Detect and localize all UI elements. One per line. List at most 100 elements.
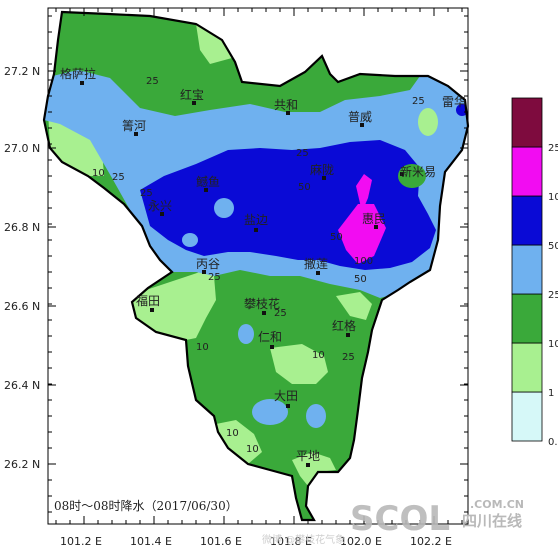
contour-label: 25: [112, 172, 125, 183]
station-jinghe: 箐河: [122, 119, 146, 136]
map-frame: [47, 7, 469, 525]
lat-tick-label: 26.2 N: [4, 458, 40, 471]
station-yongxing: 永兴: [148, 199, 172, 216]
station-ganyu: 鳡鱼: [196, 175, 220, 192]
contour-labels: 25 25 25 50 25 25 10 25 50 100 50 25 10 …: [92, 76, 425, 455]
station-yanbian: 盐边: [244, 213, 268, 232]
lon-tick-label: 101.2 E: [60, 535, 102, 548]
watermark-domain: .COM.CN: [470, 498, 524, 511]
station-salian: 撒莲: [304, 256, 328, 275]
fill-100-250-huimin: [338, 204, 386, 264]
station-gonghe: 共和: [274, 98, 298, 115]
station-puwei: 普威: [348, 110, 372, 127]
fill-1-10-pingdi: [292, 452, 336, 486]
precipitation-fill: [44, 12, 468, 520]
station-label: 丙谷: [196, 257, 220, 271]
station-hongge: 红格: [332, 318, 356, 337]
contour-label: 50: [298, 182, 311, 193]
station-label: 盐边: [244, 213, 268, 227]
legend-swatch: [511, 195, 543, 246]
station-futian: 福田: [136, 293, 160, 312]
station-binggu: 丙谷: [196, 257, 220, 274]
station-label: 攀枝花: [244, 296, 280, 311]
contour-label: 10: [196, 342, 209, 353]
station-label: 共和: [274, 98, 298, 112]
lon-tick-label: 101.4 E: [130, 535, 172, 548]
station-renhe: 仁和: [258, 330, 282, 349]
contour-label: 25: [208, 272, 221, 283]
station-label: 麻陇: [310, 162, 334, 177]
station-hongbao: 红宝: [180, 87, 204, 105]
fill-1-10-south: [216, 420, 262, 464]
contour-label: 25: [274, 308, 287, 319]
contour-label: 25: [412, 96, 425, 107]
station-huimin: 惠民: [362, 212, 386, 229]
fill-25-50-datian-blob: [252, 399, 288, 425]
contour-label: 25: [140, 188, 153, 199]
lon-tick-label: 101.8 E: [270, 535, 312, 548]
station-datian: 大田: [274, 389, 298, 408]
station-label: 永兴: [148, 199, 172, 213]
fill-1-10-southeast: [336, 292, 372, 320]
watermark-scol: SCOL: [350, 499, 450, 539]
station-label: 平地: [296, 449, 320, 463]
station-xinmiyi: 新米易: [400, 164, 436, 179]
contour-label: 25: [146, 76, 159, 87]
station-pingdi: 平地: [296, 449, 320, 467]
legend-level-label: 0.1: [548, 437, 558, 448]
contour-label: 50: [330, 232, 343, 243]
legend-swatch: [511, 293, 543, 344]
station-gesala: 格萨拉: [60, 66, 96, 85]
map-caption: 08时～08时降水（2017/06/30）: [54, 499, 238, 513]
station-label: 仁和: [258, 330, 282, 344]
legend-level-label: 50: [548, 241, 558, 252]
region-boundary: [42, 10, 470, 522]
stations: 格萨拉 红宝 共和 箐河 普威 鳡鱼 麻陇 新米易: [60, 66, 466, 467]
fill-25-50-hole: [214, 198, 234, 218]
watermark-cn: 四川在线: [462, 512, 522, 530]
legend-level-label: 250: [548, 143, 558, 154]
station-label: 格萨拉: [60, 66, 96, 81]
fill-25-50-renhe-blob: [238, 324, 254, 344]
legend-swatch: [511, 391, 543, 442]
legend-colorbar: 0.1 1 10 25 50 100 250: [511, 97, 558, 448]
fill-1-10-southwest: [132, 272, 216, 340]
lon-tick-label: 102.2 E: [410, 535, 452, 548]
contour-label: 25: [342, 352, 355, 363]
contour-label: 10: [312, 350, 325, 361]
station-label: 雷华: [442, 95, 466, 109]
legend-level-label: 100: [548, 192, 558, 203]
station-label: 大田: [274, 389, 298, 403]
lon-tick-label: 101.6 E: [200, 535, 242, 548]
lon-tick-labels: 101.2 E 101.4 E 101.6 E 101.8 E 102.0 E …: [60, 535, 452, 548]
fill-25-50-datian-east-blob: [306, 404, 326, 428]
legend-level-label: 25: [548, 290, 558, 301]
legend-swatch: [511, 244, 543, 295]
station-malong: 麻陇: [310, 162, 334, 180]
axis-ticks: [48, 8, 468, 524]
legend-level-label: 10: [548, 339, 558, 350]
contour-label: 100: [354, 256, 373, 267]
fill-25-50-hole2: [182, 233, 198, 247]
station-label: 箐河: [122, 119, 146, 133]
fill-100-250-north: [356, 174, 372, 212]
station-label: 福田: [136, 293, 160, 308]
fill-1-10-ne-spot: [418, 108, 438, 136]
fill-1-10-top: [196, 24, 232, 64]
station-label: 红格: [332, 318, 356, 333]
station-panzhihua: 攀枝花: [244, 296, 280, 315]
lat-tick-label: 26.6 N: [4, 300, 40, 313]
fill-10-25-xinmiyi: [398, 164, 426, 188]
lat-tick-label: 26.4 N: [4, 379, 40, 392]
legend-swatch: [511, 146, 543, 197]
lat-tick-labels: 27.2 N 27.0 N 26.8 N 26.6 N 26.4 N 26.2 …: [4, 65, 40, 471]
station-label: 新米易: [400, 164, 436, 179]
legend-level-label: 1: [548, 388, 554, 399]
lat-tick-label: 27.0 N: [4, 142, 40, 155]
contour-label: 25: [296, 148, 309, 159]
contour-label: 10: [226, 428, 239, 439]
legend-swatch: [511, 97, 543, 148]
station-label: 鳡鱼: [196, 175, 220, 189]
station-label: 普威: [348, 110, 372, 124]
